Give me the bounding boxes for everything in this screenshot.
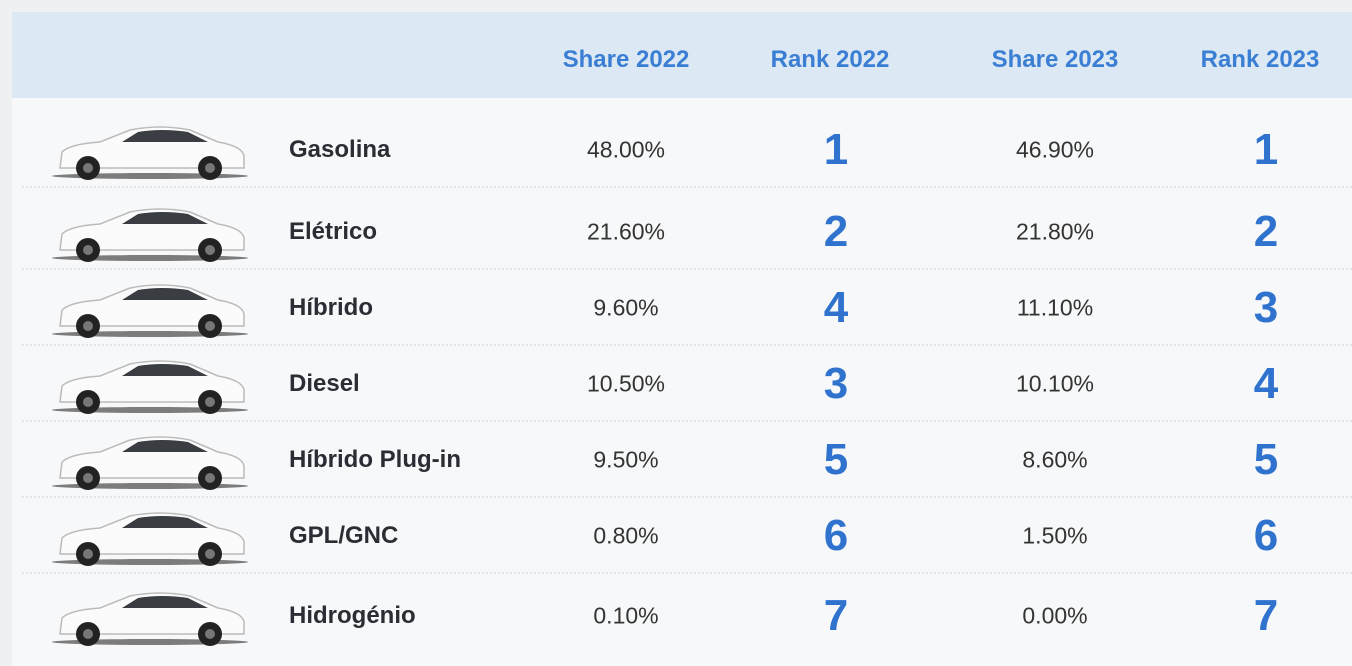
column-header: Share 2023	[991, 46, 1119, 73]
rank-value: 7	[823, 591, 849, 640]
car-icon	[52, 208, 248, 262]
row-separator	[22, 572, 1352, 574]
row-separator	[22, 344, 1352, 346]
rank-value: 4	[1253, 359, 1279, 408]
table-row: Elétrico 21.60% 2 21.80% 2	[12, 194, 1352, 270]
rank-value: 2	[1253, 207, 1279, 256]
share-value: 11.10%	[1016, 294, 1094, 321]
car-image	[50, 430, 250, 497]
fuel-type: Híbrido	[289, 294, 373, 321]
table-row: Gasolina 48.00% 1 46.90% 1	[12, 112, 1352, 188]
table-panel: Share 2022 Rank 2022 Share 2023 Rank 2023 G…	[12, 12, 1352, 666]
rank-value: 6	[823, 511, 849, 560]
share-value: 9.60%	[593, 294, 659, 321]
table-row: Híbrido 9.60% 4 11.10% 3	[12, 270, 1352, 346]
share-value: 46.90%	[1015, 136, 1095, 163]
column-header: Share 2022	[562, 46, 690, 73]
car-image	[50, 202, 250, 269]
rank-value: 3	[1253, 283, 1279, 332]
share-value: 48.00%	[586, 136, 666, 163]
rank-value: 3	[823, 359, 849, 408]
share-value: 8.60%	[1022, 446, 1088, 473]
car-icon	[52, 360, 248, 414]
fuel-type: Gasolina	[289, 136, 391, 163]
car-icon	[52, 126, 248, 180]
fuel-type: Híbrido Plug-in	[289, 446, 461, 473]
rank-value: 2	[823, 207, 849, 256]
table-row: GPL/GNC 0.80% 6 1.50% 6	[12, 498, 1352, 574]
column-header: Rank 2023	[1200, 46, 1320, 73]
car-icon	[52, 284, 248, 338]
car-image	[50, 278, 250, 345]
car-image	[50, 120, 250, 187]
fuel-type: Diesel	[289, 370, 360, 397]
share-value: 10.10%	[1015, 370, 1095, 397]
share-value: 9.50%	[593, 446, 659, 473]
car-image	[50, 506, 250, 573]
row-separator	[22, 420, 1352, 422]
car-image	[50, 586, 250, 653]
rank-value: 4	[823, 283, 849, 332]
fuel-type: Hidrogénio	[289, 602, 416, 629]
table-header: Share 2022 Rank 2022 Share 2023 Rank 2023	[12, 12, 1352, 98]
car-icon	[52, 512, 248, 566]
car-image	[50, 354, 250, 421]
fuel-type: Elétrico	[289, 218, 378, 245]
rank-value: 1	[1253, 125, 1279, 174]
share-value: 10.50%	[586, 370, 666, 397]
rank-value: 5	[1253, 435, 1279, 484]
car-icon	[52, 592, 248, 646]
row-separator	[22, 268, 1352, 270]
rank-value: 6	[1253, 511, 1279, 560]
table-row: Hidrogénio 0.10% 7 0.00% 7	[12, 578, 1352, 654]
share-value: 21.80%	[1015, 218, 1095, 245]
table-row: Diesel 10.50% 3 10.10% 4	[12, 346, 1352, 422]
rank-value: 1	[823, 125, 849, 174]
row-separator	[22, 496, 1352, 498]
table-row: Híbrido Plug-in 9.50% 5 8.60% 5	[12, 422, 1352, 498]
rank-value: 7	[1253, 591, 1279, 640]
fuel-type: GPL/GNC	[289, 522, 399, 549]
rank-value: 5	[823, 435, 849, 484]
share-value: 21.60%	[586, 218, 666, 245]
share-value: 0.80%	[593, 522, 659, 549]
row-separator	[22, 186, 1352, 188]
share-value: 0.10%	[593, 602, 659, 629]
column-header: Rank 2022	[770, 46, 890, 73]
car-icon	[52, 436, 248, 490]
share-value: 1.50%	[1022, 522, 1088, 549]
share-value: 0.00%	[1022, 602, 1088, 629]
